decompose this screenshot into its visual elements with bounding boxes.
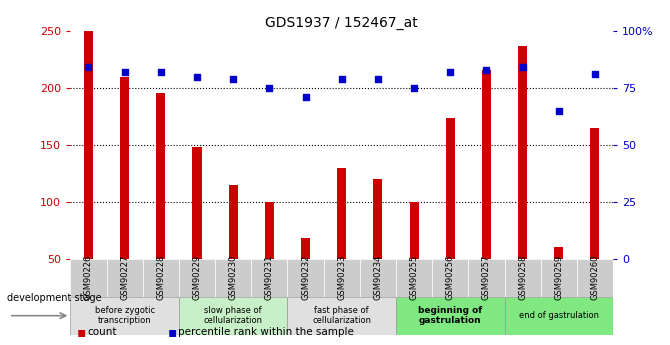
Bar — [505, 259, 541, 297]
Text: before zygotic
transcription: before zygotic transcription — [94, 306, 155, 325]
Point — [300, 94, 311, 100]
Bar — [337, 168, 346, 259]
Bar — [287, 259, 324, 297]
Point — [192, 74, 202, 79]
Point — [553, 108, 564, 114]
Bar — [468, 259, 505, 297]
Bar — [373, 179, 383, 259]
Text: GSM90226: GSM90226 — [84, 255, 93, 300]
Bar — [70, 297, 179, 335]
Point — [264, 85, 275, 91]
Text: percentile rank within the sample: percentile rank within the sample — [178, 327, 354, 337]
Text: GSM90258: GSM90258 — [518, 255, 527, 300]
Text: GSM90227: GSM90227 — [120, 255, 129, 300]
Bar — [541, 259, 577, 297]
Text: GSM90255: GSM90255 — [409, 255, 419, 300]
Text: end of gastrulation: end of gastrulation — [519, 311, 599, 320]
Point — [336, 76, 347, 82]
Bar — [518, 46, 527, 259]
Bar — [70, 259, 107, 297]
Bar — [179, 259, 215, 297]
Bar — [265, 202, 274, 259]
Text: ▪: ▪ — [77, 325, 86, 339]
Bar — [409, 202, 419, 259]
Bar — [446, 118, 455, 259]
Text: beginning of
gastrulation: beginning of gastrulation — [418, 306, 482, 325]
Text: GSM90228: GSM90228 — [156, 255, 165, 300]
Point — [517, 65, 528, 70]
Point — [155, 69, 166, 75]
Point — [119, 69, 130, 75]
Bar — [107, 259, 143, 297]
Bar — [179, 297, 287, 335]
Bar — [215, 259, 251, 297]
Bar — [143, 259, 179, 297]
Bar — [396, 259, 432, 297]
Bar — [84, 31, 93, 259]
Bar — [577, 259, 613, 297]
Bar — [192, 147, 202, 259]
Point — [228, 76, 239, 82]
Text: GSM90231: GSM90231 — [265, 255, 274, 300]
Point — [373, 76, 383, 82]
Point — [445, 69, 456, 75]
Text: GSM90230: GSM90230 — [228, 255, 238, 300]
Point — [481, 67, 492, 72]
Bar — [554, 247, 563, 259]
Point — [409, 85, 419, 91]
Text: GSM90260: GSM90260 — [590, 255, 600, 300]
Text: development stage: development stage — [7, 294, 101, 303]
Text: slow phase of
cellularization: slow phase of cellularization — [204, 306, 263, 325]
Bar — [251, 259, 287, 297]
Bar — [396, 297, 505, 335]
Text: GSM90259: GSM90259 — [554, 255, 563, 300]
Point — [590, 71, 600, 77]
Text: GSM90232: GSM90232 — [301, 255, 310, 300]
Bar — [156, 92, 165, 259]
Text: GSM90229: GSM90229 — [192, 255, 202, 300]
Bar — [287, 297, 396, 335]
Text: GSM90233: GSM90233 — [337, 255, 346, 300]
Text: GSM90234: GSM90234 — [373, 255, 383, 300]
Text: GSM90256: GSM90256 — [446, 255, 455, 300]
Text: fast phase of
cellularization: fast phase of cellularization — [312, 306, 371, 325]
Point — [83, 65, 94, 70]
Bar — [482, 70, 491, 259]
Bar — [432, 259, 468, 297]
Bar — [505, 297, 613, 335]
Bar — [324, 259, 360, 297]
Bar — [301, 238, 310, 259]
Title: GDS1937 / 152467_at: GDS1937 / 152467_at — [265, 16, 418, 30]
Bar — [360, 259, 396, 297]
Bar — [228, 185, 238, 259]
Bar — [120, 77, 129, 259]
Text: count: count — [87, 327, 117, 337]
Bar — [590, 128, 600, 259]
Text: ▪: ▪ — [168, 325, 177, 339]
Text: GSM90257: GSM90257 — [482, 255, 491, 300]
